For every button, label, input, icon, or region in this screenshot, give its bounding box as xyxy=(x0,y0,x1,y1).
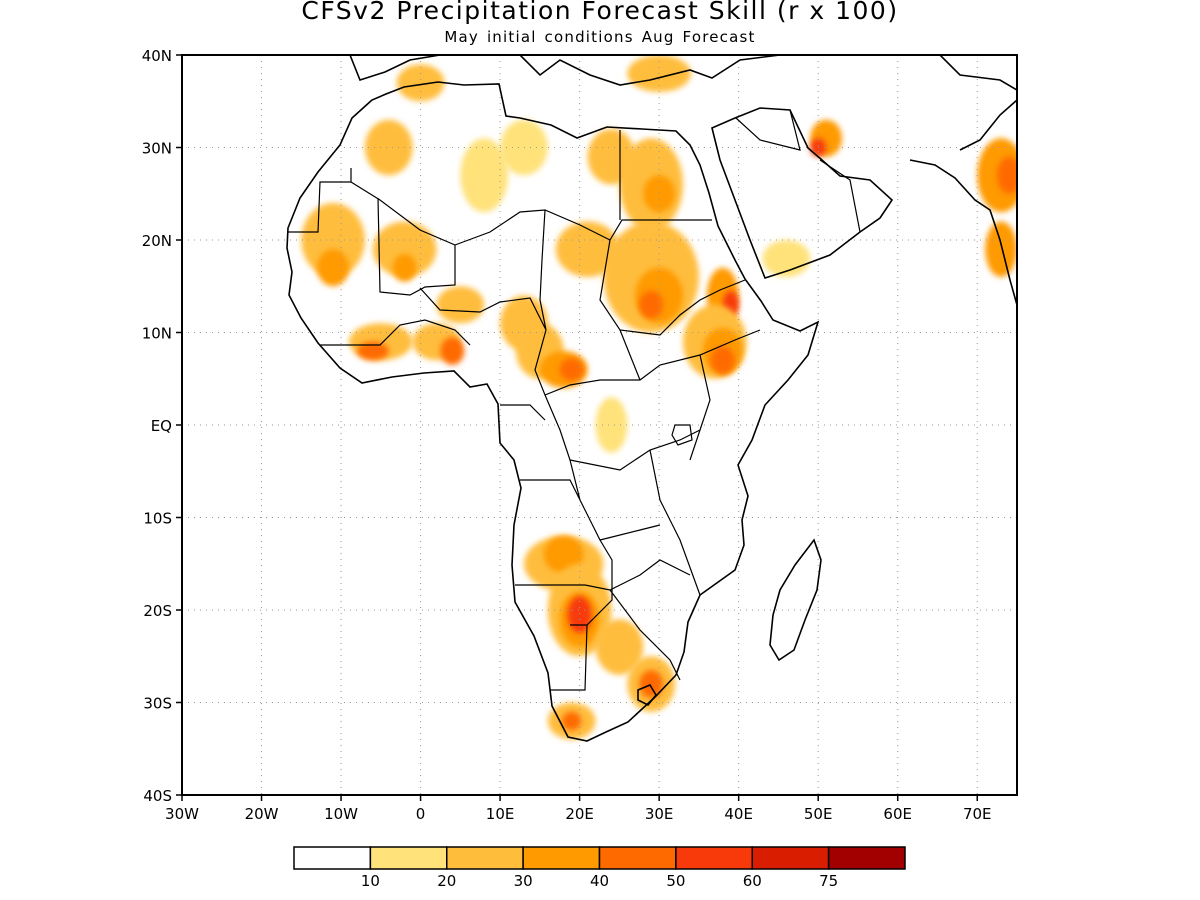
lon-label: 10W xyxy=(324,805,358,823)
lon-label: 20W xyxy=(245,805,279,823)
lon-label: 10E xyxy=(486,805,515,823)
colorbar-swatch xyxy=(675,846,753,870)
colorbar-label: 10 xyxy=(361,872,380,890)
lon-label: 30E xyxy=(645,805,674,823)
colorbar: 10 20 30 40 50 60 75 xyxy=(293,846,906,890)
skill-region-26 xyxy=(440,337,465,365)
skill-region-5 xyxy=(392,253,417,282)
lon-label: 30W xyxy=(165,805,199,823)
skill-region-3 xyxy=(317,249,349,287)
lon-label: 50E xyxy=(804,805,833,823)
longitude-labels: 30W 20W 10W 0 10E 20E 30E 40E 50E 60E 70E xyxy=(165,795,992,823)
coastlines-and-borders xyxy=(286,55,1017,742)
lon-label: 60E xyxy=(883,805,912,823)
colorbar-swatch xyxy=(827,846,906,870)
colorbar-label: 20 xyxy=(437,872,456,890)
india-coastline xyxy=(909,99,1017,306)
colorbar-label: 60 xyxy=(743,872,762,890)
skill-region-20 xyxy=(762,240,811,277)
skill-region-35 xyxy=(567,596,592,634)
colorbar-swatch xyxy=(522,846,601,870)
skill-region-32 xyxy=(543,536,584,573)
skill-region-2 xyxy=(301,203,365,277)
map-subtitle: May initial conditions Aug Forecast xyxy=(444,28,756,46)
africa-coastline xyxy=(286,81,820,742)
lat-label: 30N xyxy=(142,140,172,158)
colorbar-swatch xyxy=(293,846,372,870)
skill-region-6 xyxy=(460,138,509,213)
skill-region-14 xyxy=(639,290,664,319)
europe-coastline xyxy=(349,55,1017,91)
skill-region-45 xyxy=(985,221,1017,277)
lat-label: 40S xyxy=(143,787,172,805)
skill-region-1 xyxy=(364,119,413,176)
skill-region-24 xyxy=(356,341,389,361)
skill-region-19 xyxy=(710,346,735,375)
colorbar-swatch xyxy=(598,846,677,870)
lat-label: 10S xyxy=(143,510,172,528)
skill-region-21 xyxy=(436,286,485,324)
skill-region-0 xyxy=(396,64,445,102)
skill-region-40 xyxy=(562,711,582,731)
country-borders xyxy=(288,109,861,691)
lon-label: 40E xyxy=(724,805,753,823)
lat-label: EQ xyxy=(151,417,172,435)
colorbar-swatch xyxy=(446,846,524,870)
lesotho-border xyxy=(637,683,657,707)
skill-shading xyxy=(301,55,1017,740)
lon-label: 0 xyxy=(416,805,426,823)
latitude-labels: 40N 30N 20N 10N EQ 10S 20S 30S 40S xyxy=(142,47,182,805)
skill-region-44 xyxy=(997,156,1017,194)
skill-region-29 xyxy=(559,358,584,381)
lake-victoria xyxy=(671,424,693,446)
colorbar-label: 30 xyxy=(514,872,533,890)
colorbar-label: 75 xyxy=(819,872,838,890)
lat-label: 40N xyxy=(142,47,172,65)
lat-label: 30S xyxy=(143,695,172,713)
colorbar-label: 50 xyxy=(666,872,685,890)
skill-region-38 xyxy=(639,670,664,698)
lat-label: 10N xyxy=(142,325,172,343)
colorbar-label: 40 xyxy=(590,872,609,890)
skill-region-30 xyxy=(595,397,628,453)
skill-region-36 xyxy=(595,619,644,675)
map-title: CFSv2 Precipitation Forecast Skill (r x … xyxy=(301,0,899,25)
skill-region-11 xyxy=(555,221,620,277)
arabia-coastline xyxy=(711,107,894,279)
lon-label: 70E xyxy=(963,805,992,823)
lat-label: 20N xyxy=(142,232,172,250)
lon-label: 20E xyxy=(565,805,594,823)
skill-region-7 xyxy=(500,119,548,176)
madagascar-coastline xyxy=(769,538,822,662)
colorbar-swatch xyxy=(369,846,448,870)
lat-label: 20S xyxy=(143,602,172,620)
colorbar-swatch xyxy=(751,846,830,870)
